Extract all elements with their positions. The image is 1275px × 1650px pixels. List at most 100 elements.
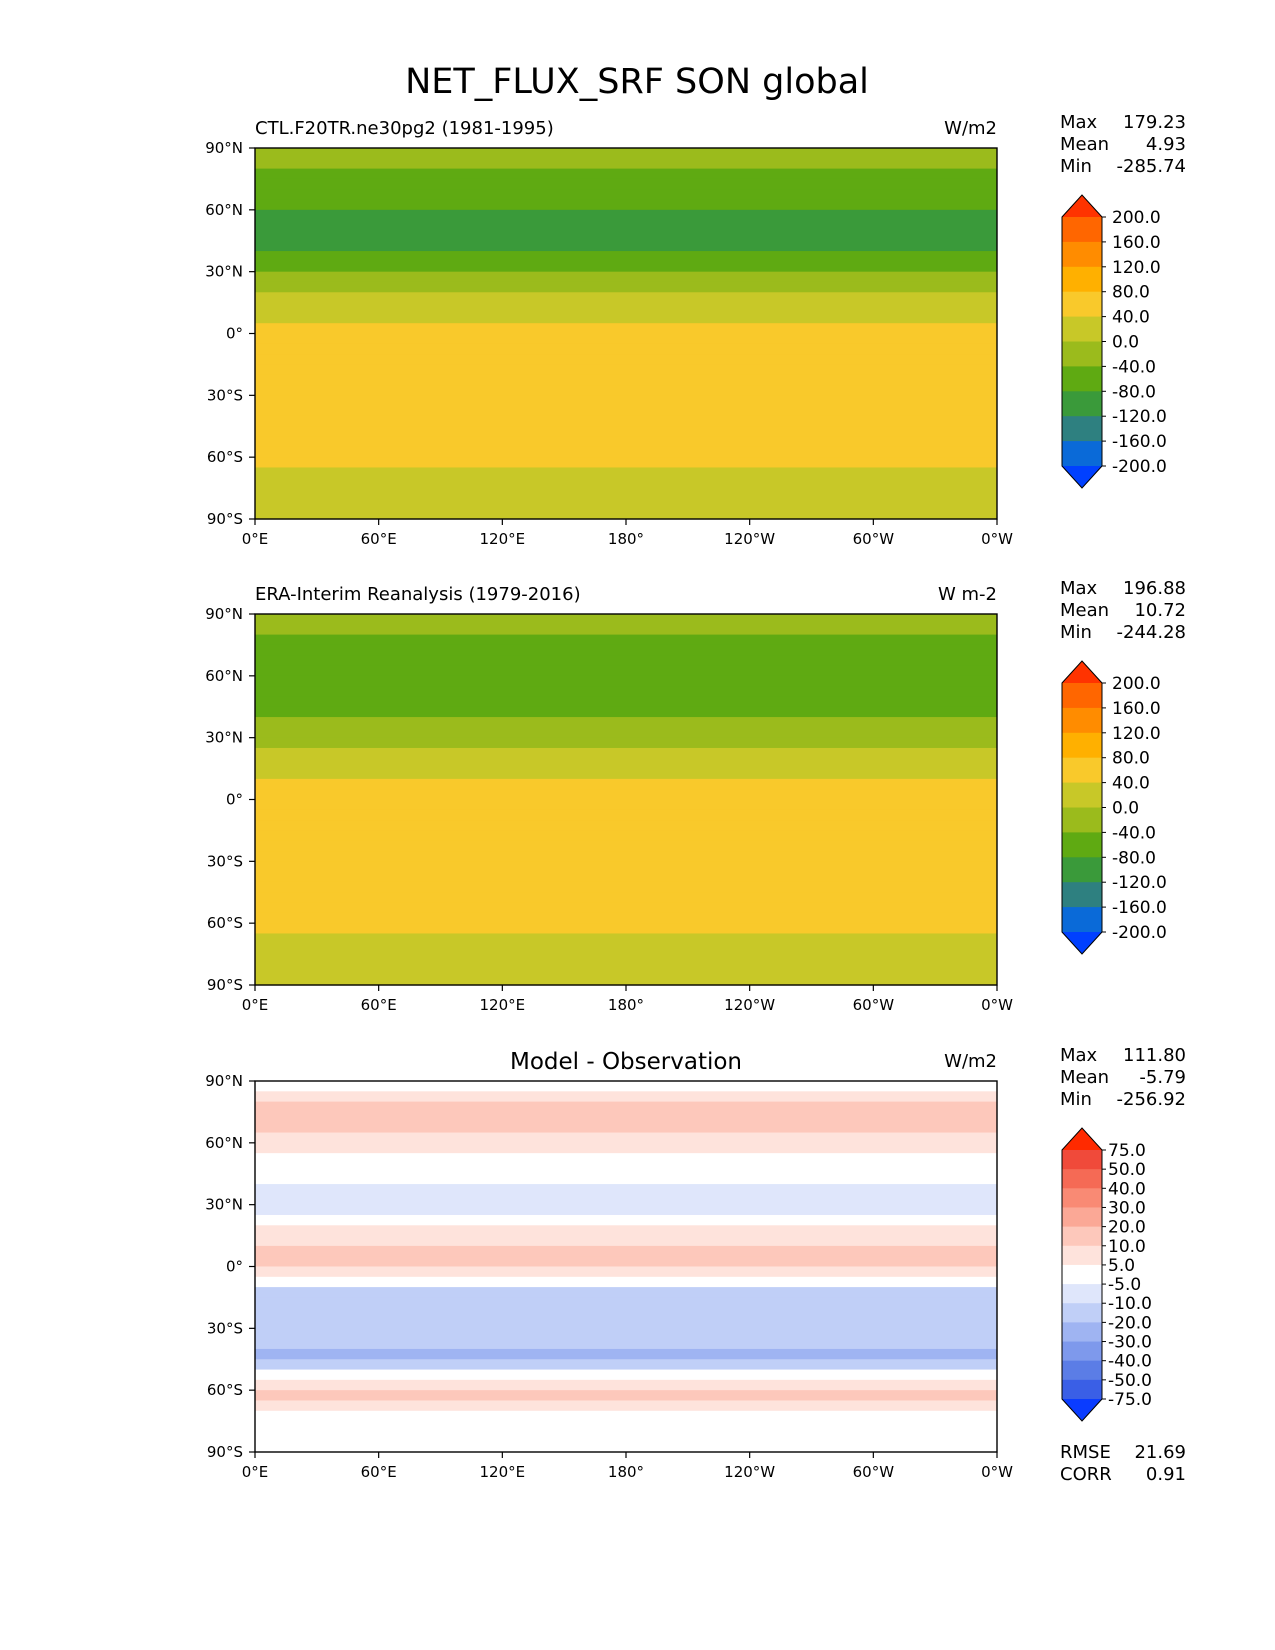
panel-model: 0°E 60°E 120°E 180° 120°W 60°W 0°W 90°N 60°N 30°N… [205, 112, 1186, 548]
stat-value: 179.23 [1123, 112, 1186, 133]
map-band [255, 1318, 997, 1329]
map-band [255, 323, 997, 335]
colorbar-segment [1062, 1284, 1102, 1304]
map-band [255, 312, 997, 324]
panel-title: ERA-Interim Reanalysis (1979-2016) [255, 584, 581, 605]
map-band [255, 737, 997, 749]
x-tick-label: 0°W [981, 1463, 1013, 1481]
colorbar-label: -30.0 [1108, 1333, 1152, 1353]
colorbar-label: -40.0 [1108, 1352, 1152, 1372]
x-tick-label: 120°E [480, 996, 526, 1014]
extra-stat-value: 21.69 [1134, 1442, 1186, 1463]
colorbar-label: 80.0 [1112, 283, 1150, 303]
map-band [255, 1081, 997, 1092]
y-tick-label: 90°N [205, 1072, 243, 1090]
map-band [255, 1153, 997, 1165]
stat-value: -256.92 [1117, 1089, 1186, 1110]
map-field [255, 1081, 997, 1453]
map-band [255, 498, 997, 510]
map-band [255, 954, 997, 965]
colorbar-extend-max [1062, 1128, 1102, 1150]
map-band [255, 1163, 997, 1175]
colorbar-segment [1062, 1207, 1102, 1228]
y-tick-label: 90°S [207, 510, 243, 528]
map-band [255, 488, 997, 499]
x-tick-label: 0°W [981, 996, 1013, 1014]
stat-value: 10.72 [1134, 600, 1186, 621]
panel-obs: 0°E 60°E 120°E 180° 120°W 60°W 0°W 90°N 60°N 30°N… [205, 578, 1186, 1014]
map-band [255, 624, 997, 636]
map-band [255, 1194, 997, 1206]
colorbar: 200.0 160.0 120.0 80.0 40.0 0.0 -40.0 -80.0 -120… [1061, 194, 1167, 489]
panel-title: CTL.F20TR.ne30pg2 (1981-1995) [255, 118, 554, 139]
map-band [255, 354, 997, 366]
map-band [255, 1142, 997, 1154]
map-band [255, 1245, 997, 1257]
map-band [255, 1359, 997, 1371]
colorbar-segment [1062, 732, 1102, 759]
map-band [255, 902, 997, 914]
colorbar-segment [1062, 882, 1102, 908]
colorbar-label: -80.0 [1112, 382, 1156, 402]
colorbar-label: -75.0 [1108, 1390, 1152, 1410]
y-tick-label: 60°S [207, 1381, 243, 1399]
map-band [255, 1235, 997, 1247]
map-band [255, 758, 997, 770]
map-band [255, 830, 997, 842]
map-band [255, 634, 997, 646]
map-band [255, 240, 997, 252]
colorbar-label: -5.0 [1108, 1275, 1141, 1295]
colorbar-label: 30.0 [1108, 1198, 1146, 1218]
y-tick-label: 30°S [207, 852, 243, 870]
colorbar-label: -160.0 [1112, 432, 1167, 452]
colorbar-segment [1062, 391, 1102, 417]
colorbar-label: 120.0 [1112, 724, 1161, 744]
map-band [255, 778, 997, 790]
x-tick-label: 120°W [724, 530, 775, 548]
map-band [255, 1348, 997, 1360]
map-band [255, 1225, 997, 1237]
colorbar-label: 200.0 [1112, 674, 1161, 694]
map-band [255, 467, 997, 479]
map-band [255, 426, 997, 438]
map-band [255, 1328, 997, 1340]
stat-label: Max [1060, 578, 1098, 599]
figure-title: NET_FLUX_SRF SON global [405, 62, 869, 102]
x-tick-label: 60°W [853, 530, 895, 548]
colorbar-label: 40.0 [1112, 774, 1150, 794]
x-tick-label: 60°W [853, 1463, 895, 1481]
y-tick-label: 60°S [207, 914, 243, 932]
map-band [255, 1390, 997, 1402]
colorbar-label: 75.0 [1108, 1141, 1146, 1161]
map-band [255, 768, 997, 780]
stat-label: Max [1060, 112, 1098, 133]
colorbar-label: 40.0 [1112, 308, 1150, 328]
panel-diff: 0°E 60°E 120°E 180° 120°W 60°W 0°W 90°N 60°N 30°N… [205, 1045, 1186, 1485]
colorbar-segment [1062, 1379, 1102, 1400]
colorbar-label: -80.0 [1112, 848, 1156, 868]
x-tick-label: 120°E [480, 530, 526, 548]
map-band [255, 871, 997, 883]
y-tick-label: 30°S [207, 386, 243, 404]
y-tick-label: 0° [226, 325, 243, 343]
map-band [255, 446, 997, 458]
y-tick-label: 60°N [205, 1134, 243, 1152]
map-band [255, 477, 997, 489]
map-field [255, 614, 997, 986]
x-tick-label: 180° [608, 1463, 644, 1481]
map-band [255, 271, 997, 283]
colorbar-segment [1062, 707, 1102, 734]
map-band [255, 809, 997, 821]
map-band [255, 395, 997, 407]
x-tick-label: 180° [608, 996, 644, 1014]
colorbar-segment [1062, 217, 1102, 243]
colorbar-label: -200.0 [1112, 457, 1167, 477]
map-band [255, 508, 997, 520]
y-tick-label: 60°N [205, 201, 243, 219]
stat-label: Mean [1060, 600, 1109, 621]
map-band [255, 686, 997, 698]
map-band [255, 1421, 997, 1432]
y-tick-label: 30°N [205, 729, 243, 747]
map-band [255, 861, 997, 873]
